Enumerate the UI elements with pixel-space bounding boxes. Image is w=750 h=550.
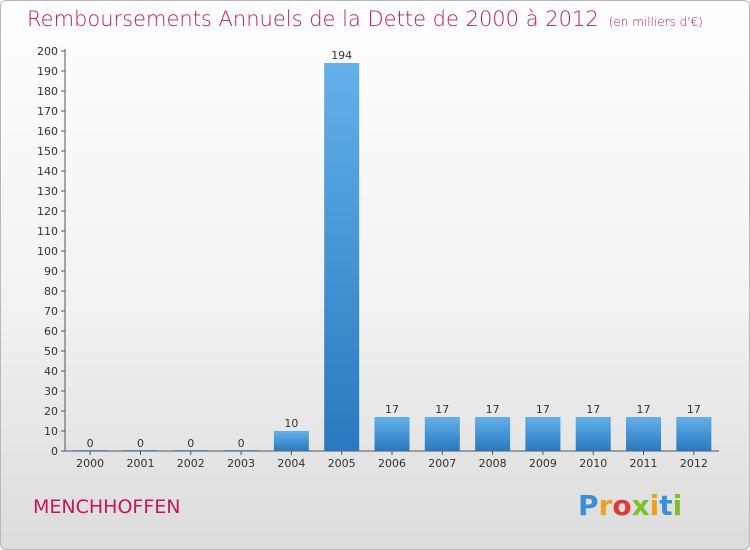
y-tick-label: 200 (37, 45, 58, 58)
bar-value-label: 17 (637, 403, 651, 416)
bar-value-label: 0 (187, 437, 194, 450)
bar-value-label: 17 (435, 403, 449, 416)
x-tick-label: 2011 (630, 457, 658, 470)
y-tick-label: 120 (37, 205, 58, 218)
x-tick-label: 2008 (479, 457, 507, 470)
x-tick-label: 2002 (177, 457, 205, 470)
bar (575, 417, 611, 451)
bar (374, 417, 410, 451)
y-tick-label: 160 (37, 125, 58, 138)
bar (676, 417, 712, 451)
x-tick-label: 2009 (529, 457, 557, 470)
chart-title-text: Remboursements Annuels de la Dette de 20… (27, 7, 599, 31)
x-tick-label: 2012 (680, 457, 708, 470)
y-tick-label: 0 (51, 445, 58, 458)
x-tick-label: 2004 (277, 457, 305, 470)
bar (525, 417, 561, 451)
y-tick-label: 10 (44, 425, 58, 438)
bar-value-label: 17 (586, 403, 600, 416)
bar (424, 417, 460, 451)
bar-value-label: 0 (238, 437, 245, 450)
bar-value-label: 17 (486, 403, 500, 416)
logo-letter: i (649, 489, 660, 522)
bar (626, 417, 662, 451)
logo-letter: r (598, 489, 613, 522)
logo-letter: x (631, 489, 650, 522)
logo-letter: o (612, 489, 632, 522)
y-tick-label: 180 (37, 85, 58, 98)
y-tick-label: 110 (37, 225, 58, 238)
bar-value-label: 0 (137, 437, 144, 450)
y-tick-label: 30 (44, 385, 58, 398)
logo-letter: i (672, 489, 683, 522)
x-tick-label: 2010 (579, 457, 607, 470)
y-tick-label: 190 (37, 65, 58, 78)
bar-value-label: 10 (284, 417, 298, 430)
bar (223, 450, 259, 451)
x-tick-label: 2003 (227, 457, 255, 470)
y-tick-label: 170 (37, 105, 58, 118)
y-tick-label: 90 (44, 265, 58, 278)
y-tick-label: 140 (37, 165, 58, 178)
y-tick-label: 20 (44, 405, 58, 418)
bar (475, 417, 511, 451)
x-tick-label: 2005 (328, 457, 356, 470)
x-tick-label: 2007 (428, 457, 456, 470)
proxiti-logo: Proxiti (578, 489, 682, 522)
y-tick-label: 150 (37, 145, 58, 158)
y-tick-label: 60 (44, 325, 58, 338)
bar (324, 63, 360, 451)
bar-value-label: 17 (385, 403, 399, 416)
x-tick-label: 2006 (378, 457, 406, 470)
y-tick-label: 70 (44, 305, 58, 318)
chart-title: Remboursements Annuels de la Dette de 20… (27, 7, 703, 31)
commune-name: MENCHHOFFEN (33, 496, 181, 518)
bar-value-label: 0 (87, 437, 94, 450)
y-tick-label: 80 (44, 285, 58, 298)
y-tick-label: 130 (37, 185, 58, 198)
y-tick-label: 50 (44, 345, 58, 358)
bar (273, 431, 309, 451)
logo-letter: t (659, 489, 673, 522)
bar-value-label: 17 (536, 403, 550, 416)
bar-value-label: 194 (331, 49, 352, 62)
y-tick-label: 40 (44, 365, 58, 378)
bar-value-label: 17 (687, 403, 701, 416)
unit-note: (en milliers d'€) (608, 15, 703, 29)
bar (72, 450, 108, 451)
bar (122, 450, 158, 451)
logo-letter: P (578, 489, 599, 522)
x-tick-label: 2000 (76, 457, 104, 470)
x-tick-label: 2001 (126, 457, 154, 470)
y-tick-label: 100 (37, 245, 58, 258)
bar (173, 450, 209, 451)
